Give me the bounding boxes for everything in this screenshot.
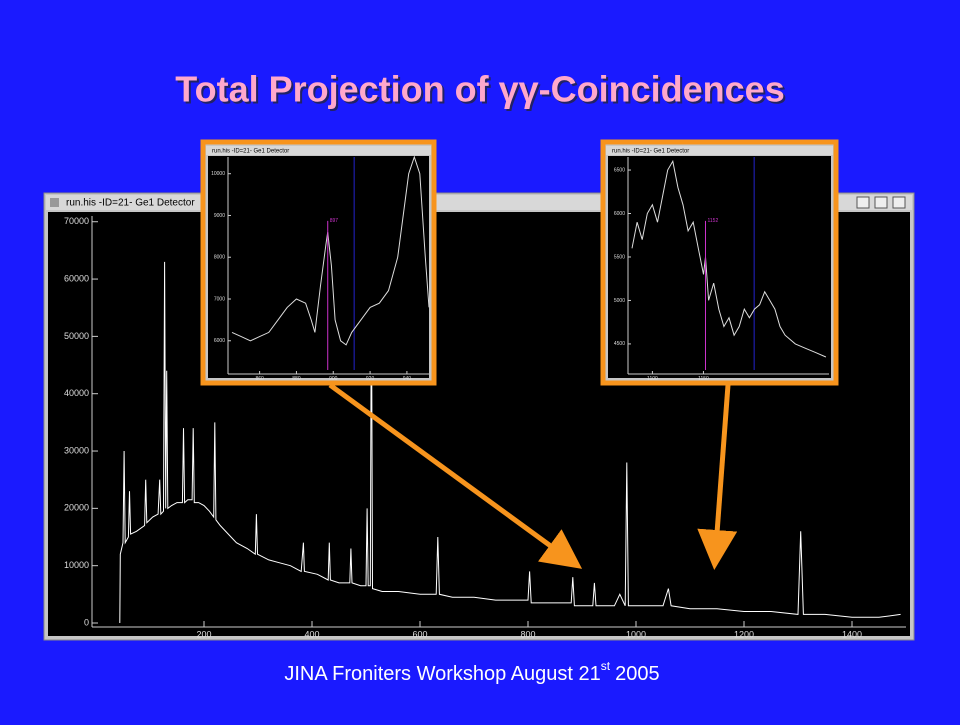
x-tick-label: 1150 (698, 376, 709, 382)
x-tick-label: 860 (255, 376, 264, 382)
inset-window-left: run.his -ID=21- Ge1 Detector 6000 7000 800… (200, 139, 437, 386)
x-tick-label: 940 (403, 376, 412, 382)
y-tick-label: 20000 (64, 503, 89, 513)
x-tick-label: 800 (520, 629, 535, 639)
minimize-button[interactable] (856, 196, 870, 209)
y-tick-label: 30000 (64, 445, 89, 455)
footer-sup: st (601, 659, 611, 673)
y-tick-label: 4500 (614, 341, 625, 347)
x-tick-label: 1100 (647, 376, 658, 382)
y-tick-label: 0 (84, 617, 89, 627)
y-tick-label: 6000 (214, 338, 225, 344)
x-tick-label: 880 (292, 376, 301, 382)
spectrum (631, 159, 827, 358)
y-tick-label: 60000 (64, 273, 89, 283)
inset-plot: 6000 7000 8000 9000 10000 860 880 900 920 940 897 (211, 155, 430, 382)
inset-plot: 4500 5000 5500 6000 6500 1100 1150 1152 (614, 157, 829, 382)
title-bar (606, 146, 833, 155)
y-tick-label: 10000 (211, 171, 225, 177)
x-tick-label: 1200 (734, 629, 754, 639)
y-tick-label: 50000 (64, 331, 89, 341)
spectrum (231, 155, 430, 346)
y-tick-label: 40000 (64, 388, 89, 398)
inset-window-right: run.his -ID=21- Ge1 Detector 4500 5000 550… (600, 139, 839, 386)
x-tick-label: 600 (412, 629, 427, 639)
window-title: run.his -ID=21- Ge1 Detector (212, 149, 289, 155)
plot-area (208, 156, 429, 378)
y-tick-label: 70000 (64, 216, 89, 226)
window-title: run.his -ID=21- Ge1 Detector (66, 198, 195, 209)
main-plot: 0 10000 20000 30000 40000 50000 60000 70000 200 4… (64, 216, 906, 639)
peak-label: 897 (330, 218, 339, 224)
y-tick-label: 8000 (214, 255, 225, 261)
window-menu[interactable] (50, 198, 59, 207)
arrow (697, 384, 738, 570)
y-tick-label: 5500 (614, 254, 625, 260)
slide-title: Total Projection of γγ-Coincidences (175, 69, 784, 110)
x-tick-label: 1400 (842, 629, 862, 639)
y-tick-label: 6000 (614, 211, 625, 217)
spectrum (119, 261, 901, 624)
window-title: run.his -ID=21- Ge1 Detector (612, 149, 689, 155)
y-tick-label: 6500 (614, 167, 625, 173)
peak-label: 1152 (707, 218, 718, 224)
y-tick-label: 5000 (614, 298, 625, 304)
title-bar (206, 146, 431, 155)
close-button[interactable] (892, 196, 906, 209)
arrow (328, 382, 583, 569)
y-tick-label: 9000 (214, 213, 225, 219)
y-tick-label: 7000 (214, 296, 225, 302)
x-tick-label: 1000 (626, 629, 646, 639)
x-tick-label: 200 (196, 629, 211, 639)
x-tick-label: 900 (329, 376, 338, 382)
x-tick-label: 400 (304, 629, 319, 639)
footer-year: 2005 (615, 663, 660, 685)
footer-text: JINA Froniters Workshop August 21 (284, 663, 600, 685)
y-tick-label: 10000 (64, 560, 89, 570)
x-tick-label: 920 (366, 376, 375, 382)
plot-area (608, 156, 831, 378)
footer: JINA Froniters Workshop August 21st 2005 (284, 659, 659, 685)
maximize-button[interactable] (874, 196, 888, 209)
